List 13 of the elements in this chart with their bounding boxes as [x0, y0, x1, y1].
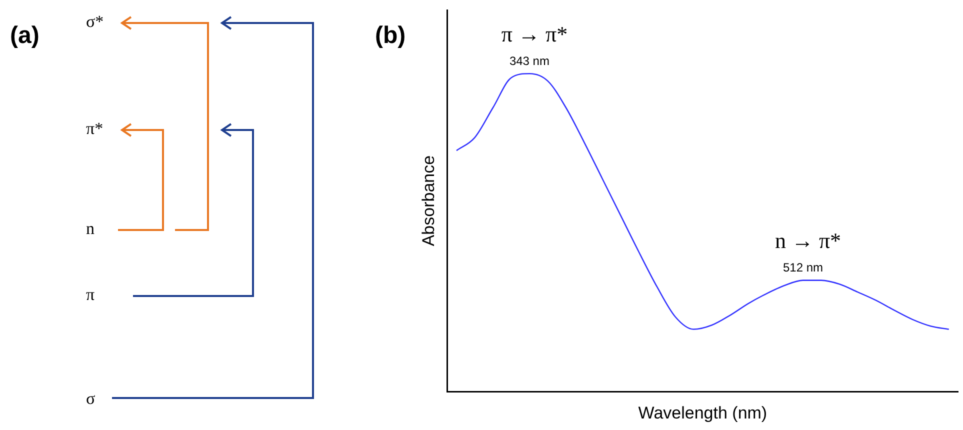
chart-title: (b) — [375, 22, 406, 50]
text: (a) — [10, 22, 40, 50]
text: σ* — [86, 12, 104, 32]
text: π → π* — [501, 21, 568, 46]
annotation: n → π* — [774, 228, 842, 254]
annotation: 512 nm — [782, 260, 824, 275]
text: π* — [86, 119, 104, 139]
text: 343 nm — [509, 54, 550, 68]
text: π — [86, 285, 95, 305]
y-axis-title: Absorbance — [418, 155, 438, 246]
text: σ — [86, 389, 96, 409]
x-axis-title: Wavelength (nm) — [638, 403, 768, 422]
text: n — [86, 219, 94, 239]
